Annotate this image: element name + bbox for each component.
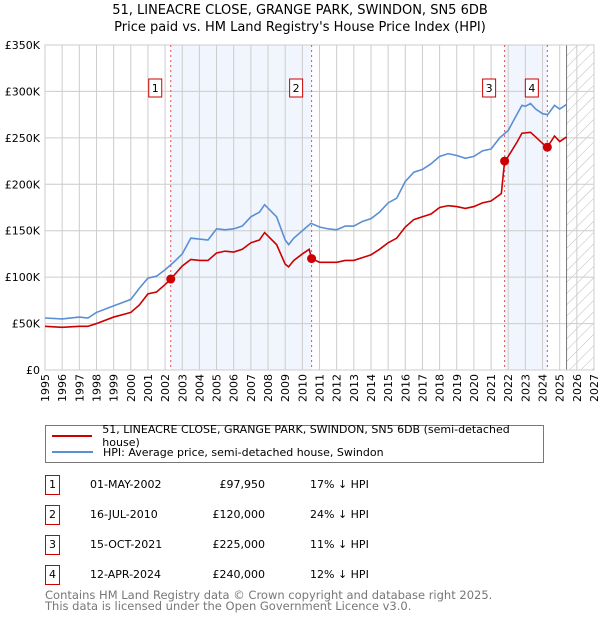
legend-swatch-blue bbox=[52, 451, 93, 453]
sale-label-box: 4 bbox=[524, 78, 539, 98]
x-tick-label: 2010 bbox=[296, 374, 309, 402]
transaction-hpi-diff: 24% ↓ HPI bbox=[310, 508, 369, 521]
y-tick-label: £200K bbox=[5, 178, 41, 191]
chart-title: 51, LINEACRE CLOSE, GRANGE PARK, SWINDON… bbox=[112, 3, 488, 18]
x-tick-label: 2027 bbox=[588, 374, 600, 402]
y-tick-label: £250K bbox=[5, 132, 41, 145]
sale-label-number: 4 bbox=[528, 82, 535, 95]
transaction-date: 15-OCT-2021 bbox=[90, 538, 163, 551]
y-tick-label: £350K bbox=[5, 39, 41, 52]
sale-label-box: 1 bbox=[148, 78, 163, 98]
x-tick-label: 1998 bbox=[90, 374, 103, 402]
x-tick-label: 2008 bbox=[262, 374, 275, 402]
x-tick-label: 2023 bbox=[519, 374, 532, 402]
x-tick-label: 2006 bbox=[228, 374, 241, 402]
x-tick-label: 2025 bbox=[554, 374, 567, 402]
x-tick-label: 1996 bbox=[56, 374, 69, 402]
x-tick-label: 2021 bbox=[485, 374, 498, 402]
x-tick-label: 1999 bbox=[108, 374, 121, 402]
transaction-price: £225,000 bbox=[212, 538, 266, 551]
legend-item-property: 51, LINEACRE CLOSE, GRANGE PARK, SWINDON… bbox=[52, 423, 543, 449]
transaction-date: 01-MAY-2002 bbox=[90, 478, 162, 491]
transaction-hpi-diff: 17% ↓ HPI bbox=[310, 478, 369, 491]
transaction-row: 3 15-OCT-2021 £225,000 11% ↓ HPI bbox=[45, 535, 545, 555]
x-tick-label: 2022 bbox=[502, 374, 515, 402]
x-tick-label: 2020 bbox=[468, 374, 481, 402]
sale-point bbox=[166, 274, 176, 284]
legend-item-hpi: HPI: Average price, semi-detached house,… bbox=[52, 444, 384, 460]
property-price-line bbox=[44, 131, 567, 329]
transaction-date: 12-APR-2024 bbox=[90, 568, 162, 581]
sale-label-border bbox=[289, 78, 304, 98]
sale-label-box: 2 bbox=[289, 78, 304, 98]
transaction-row: 1 01-MAY-2002 £97,950 17% ↓ HPI bbox=[45, 475, 545, 495]
y-tick-label: £150K bbox=[5, 225, 41, 238]
transaction-price: £120,000 bbox=[212, 508, 266, 521]
transaction-number: 2 bbox=[45, 505, 60, 525]
y-tick-label: £50K bbox=[12, 318, 41, 331]
transaction-row: 4 12-APR-2024 £240,000 12% ↓ HPI bbox=[45, 565, 545, 585]
sale-point bbox=[542, 142, 552, 152]
legend: 51, LINEACRE CLOSE, GRANGE PARK, SWINDON… bbox=[45, 423, 544, 463]
sale-label-border bbox=[524, 78, 539, 98]
y-tick-label: £300K bbox=[5, 85, 41, 98]
x-tick-label: 2003 bbox=[176, 374, 189, 402]
x-tick-label: 2002 bbox=[159, 374, 172, 402]
x-tick-label: 2013 bbox=[348, 374, 361, 402]
x-tick-label: 2000 bbox=[125, 374, 138, 402]
x-tick-label: 2005 bbox=[211, 374, 224, 402]
x-tick-label: 2019 bbox=[451, 374, 464, 402]
sale-label-box: 3 bbox=[482, 78, 497, 98]
transaction-number: 1 bbox=[45, 475, 60, 495]
transaction-number: 3 bbox=[45, 535, 60, 555]
transaction-date: 16-JUL-2010 bbox=[90, 508, 158, 521]
price-chart: 1995 1996 1997 1998 1999 2000 2001 2002 2003 2004… bbox=[5, 39, 600, 402]
x-tick-label: 2012 bbox=[331, 374, 344, 402]
sale-label-border bbox=[148, 78, 163, 98]
transaction-number: 4 bbox=[45, 565, 60, 585]
shaded-period bbox=[170, 45, 312, 370]
transaction-row: 2 16-JUL-2010 £120,000 24% ↓ HPI bbox=[45, 505, 545, 525]
legend-label: HPI: Average price, semi-detached house,… bbox=[103, 445, 384, 459]
footer-copyright: Contains HM Land Registry data © Crown c… bbox=[45, 588, 493, 602]
transaction-hpi-diff: 11% ↓ HPI bbox=[310, 538, 369, 551]
sale-label-number: 1 bbox=[152, 82, 159, 95]
sale-point bbox=[500, 156, 510, 166]
x-tick-label: 2014 bbox=[365, 374, 378, 402]
x-tick-label: 2024 bbox=[537, 374, 550, 402]
x-tick-label: 2001 bbox=[142, 374, 155, 402]
sale-label-border bbox=[482, 78, 497, 98]
x-tick-label: 1995 bbox=[39, 374, 52, 402]
x-tick-label: 2026 bbox=[571, 374, 584, 402]
legend-label: 51, LINEACRE CLOSE, GRANGE PARK, SWINDON… bbox=[102, 423, 510, 449]
y-tick-label: £0 bbox=[26, 364, 40, 377]
transaction-hpi-diff: 12% ↓ HPI bbox=[310, 568, 369, 581]
x-tick-label: 2015 bbox=[382, 374, 395, 402]
x-tick-label: 2004 bbox=[193, 374, 206, 402]
transaction-price: £240,000 bbox=[212, 568, 266, 581]
shaded-period bbox=[504, 45, 548, 370]
chart-subtitle: Price paid vs. HM Land Registry's House … bbox=[114, 20, 486, 35]
sale-point bbox=[307, 254, 317, 264]
x-tick-label: 2007 bbox=[245, 374, 258, 402]
hpi-line bbox=[44, 102, 567, 320]
x-tick-label: 1997 bbox=[73, 374, 86, 402]
footer-licence: This data is licensed under the Open Gov… bbox=[45, 599, 412, 613]
x-tick-label: 2016 bbox=[399, 374, 412, 402]
x-tick-label: 2011 bbox=[314, 374, 327, 402]
legend-swatch-red bbox=[52, 435, 93, 437]
transaction-price: £97,950 bbox=[219, 478, 266, 491]
plot-border bbox=[44, 44, 595, 371]
forecast-hatch bbox=[566, 45, 594, 370]
x-tick-label: 2017 bbox=[416, 374, 429, 402]
sale-label-number: 2 bbox=[293, 82, 300, 95]
x-tick-label: 2009 bbox=[279, 374, 292, 402]
y-tick-label: £100K bbox=[5, 271, 41, 284]
x-tick-label: 2018 bbox=[434, 374, 447, 402]
sale-label-number: 3 bbox=[486, 82, 493, 95]
